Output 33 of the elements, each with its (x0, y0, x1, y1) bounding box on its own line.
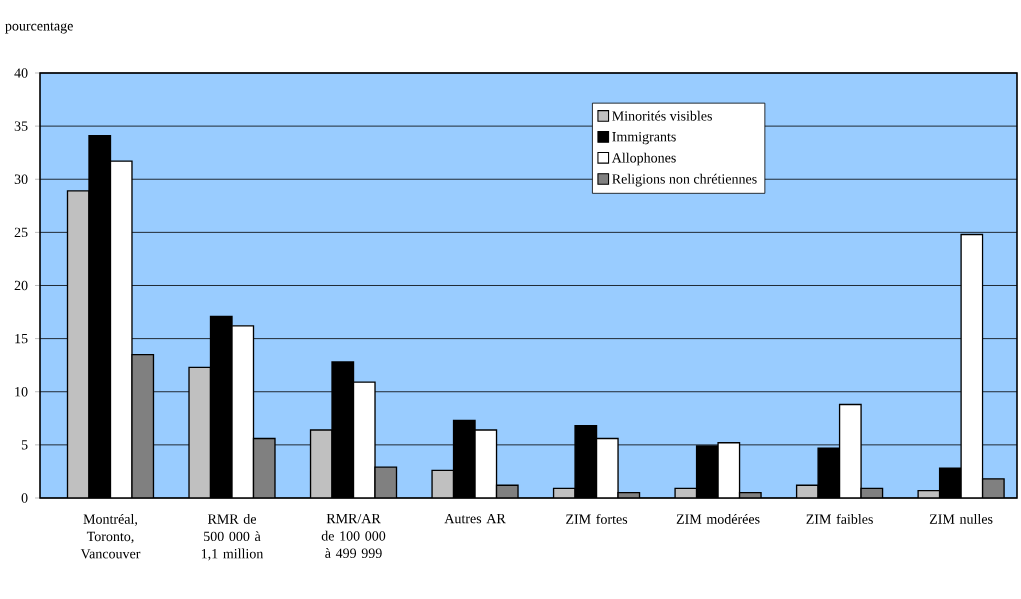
x-tick-label: ZIM faibles (806, 513, 873, 524)
y-tick-label: 40 (14, 68, 28, 78)
x-tick-label: RMR de 500 000 à 1,1 million (201, 513, 264, 561)
bar (838, 403, 862, 498)
x-tick-label: ZIM nulles (929, 513, 993, 524)
bar (595, 437, 619, 498)
bar (309, 429, 333, 498)
y-tick-label: 25 (14, 227, 28, 238)
bar (66, 190, 90, 498)
y-axis-title: pourcentage (5, 22, 73, 34)
x-tick-label: ZIM modérées (676, 513, 760, 524)
y-tick-label: 10 (15, 387, 28, 397)
x-tick-label: Montréal, Toronto, Vancouver (80, 513, 141, 559)
bar (109, 160, 133, 498)
bar (352, 381, 376, 498)
x-tick-label: Autres AR (444, 513, 506, 524)
bar (231, 325, 255, 498)
y-tick-label: 35 (14, 121, 28, 131)
bar (188, 366, 212, 498)
legend-label: Minorités visibles (612, 110, 712, 121)
bar (960, 233, 984, 498)
y-tick-label: 0 (21, 493, 28, 503)
y-tick-label: 30 (14, 174, 28, 184)
legend-label: Religions non chrétiennes (612, 173, 757, 187)
legend-label: Allophones (611, 152, 676, 166)
bar (717, 442, 741, 498)
x-tick-label: RMR/AR de 100 000 à 499 999 (321, 513, 386, 558)
x-tick-label: ZIM fortes (566, 513, 628, 524)
bar (474, 429, 498, 498)
legend-label: Immigrants (612, 131, 676, 145)
y-tick-label: 15 (15, 333, 28, 344)
y-tick-label: 5 (21, 440, 28, 450)
y-tick-label: 20 (14, 280, 28, 291)
